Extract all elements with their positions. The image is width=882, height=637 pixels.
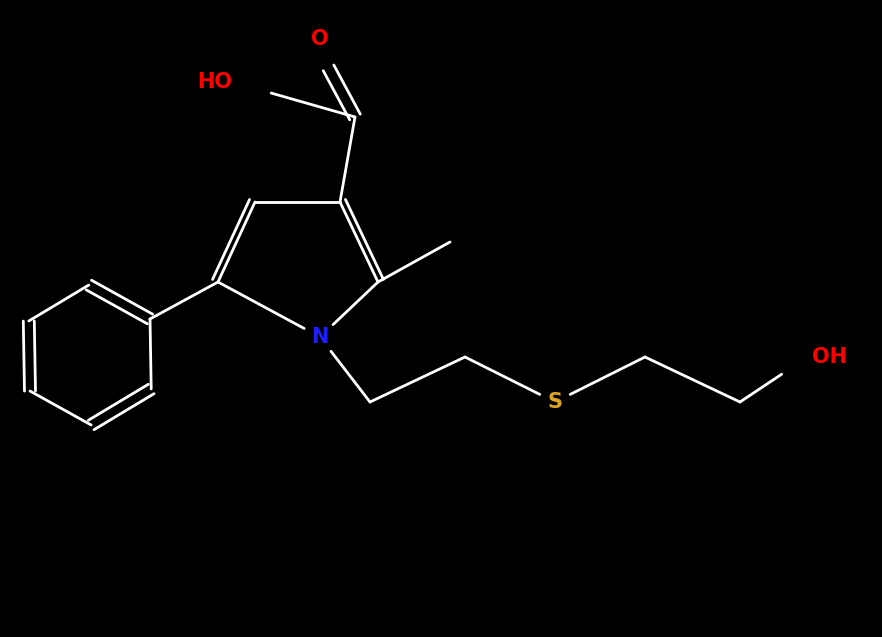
Text: OH: OH [812,347,847,367]
Text: S: S [548,392,563,412]
Text: N: N [311,327,329,347]
Text: HO: HO [197,72,232,92]
Text: O: O [311,29,329,49]
